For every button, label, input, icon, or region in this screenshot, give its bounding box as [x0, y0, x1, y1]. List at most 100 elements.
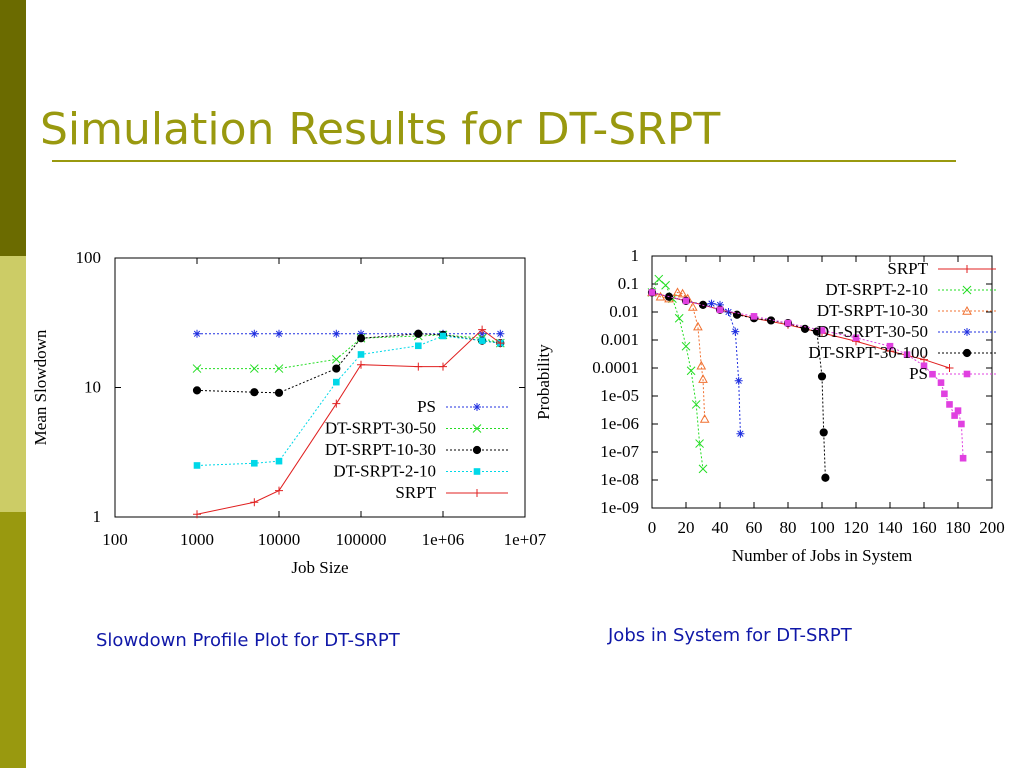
data-point: [750, 313, 758, 320]
data-point: [250, 498, 259, 507]
data-point: [693, 321, 703, 331]
series-srpt: [193, 325, 505, 519]
legend-label: DT-SRPT-30-50: [325, 419, 436, 438]
x-tick-label: 200: [979, 518, 1005, 537]
series-dt-srpt-30-100: [647, 288, 830, 482]
x-tick-label: 100: [809, 518, 835, 537]
data-point: [724, 308, 733, 316]
data-point: [920, 355, 928, 364]
x-tick-label: 1000: [180, 530, 214, 549]
y-tick-label: 1e-06: [600, 414, 639, 433]
data-point: [249, 364, 259, 373]
data-point: [698, 464, 708, 474]
data-point: [478, 329, 487, 338]
legend-marker: [473, 468, 481, 475]
data-point: [946, 401, 953, 408]
data-point: [696, 360, 707, 370]
x-tick-label: 180: [945, 518, 971, 537]
data-point: [707, 299, 716, 308]
data-point: [800, 324, 810, 333]
data-point: [945, 364, 954, 372]
y-tick-label: 1e-07: [600, 442, 639, 461]
x-axis-label: Number of Jobs in System: [732, 546, 912, 565]
legend-marker: [472, 445, 482, 455]
legend-marker: [962, 305, 972, 315]
data-point: [357, 329, 365, 338]
series-line: [197, 334, 501, 370]
data-point: [332, 329, 341, 338]
data-point: [698, 374, 708, 383]
data-point: [275, 329, 283, 338]
data-point: [677, 288, 688, 298]
data-point: [681, 341, 691, 351]
data-point: [695, 439, 704, 448]
data-point: [478, 325, 487, 334]
series-dt-srpt-30-50: [648, 288, 745, 438]
data-point: [817, 372, 827, 381]
data-point: [496, 329, 505, 338]
data-point: [818, 327, 826, 334]
series-dt-srpt-10-30: [192, 329, 505, 397]
data-point: [333, 378, 340, 386]
x-tick-label: 140: [877, 518, 903, 537]
data-point: [929, 370, 936, 378]
data-point: [731, 327, 740, 336]
data-point: [716, 300, 724, 309]
data-point: [941, 390, 948, 398]
sidebar-segment-dark: [0, 0, 26, 256]
data-point: [648, 289, 656, 296]
data-point: [274, 388, 284, 397]
x-tick-label: 160: [911, 518, 937, 537]
data-point: [674, 313, 684, 323]
data-point: [415, 342, 422, 350]
x-tick-label: 20: [678, 518, 695, 537]
sidebar-segment-light: [0, 256, 26, 512]
data-point: [959, 454, 967, 462]
data-point: [192, 386, 202, 395]
data-point: [439, 332, 447, 340]
y-tick-label: 0.001: [601, 330, 639, 349]
data-point: [331, 354, 341, 364]
data-point: [274, 364, 284, 373]
data-point: [251, 459, 258, 467]
data-point: [686, 366, 696, 376]
data-point: [357, 360, 365, 369]
series-line: [651, 291, 826, 478]
data-point: [250, 388, 259, 397]
y-tick-label: 1e-05: [600, 386, 639, 405]
data-point: [819, 428, 828, 437]
slowdown-chart: 100 1000 10000 100000 1e+06 1e+07 1 10 100 Job Si…: [31, 248, 547, 577]
data-point: [414, 362, 423, 371]
y-tick-label: 100: [76, 248, 102, 267]
title-underline: [52, 160, 956, 162]
data-point: [958, 420, 965, 428]
data-point: [951, 412, 958, 419]
data-point: [192, 364, 202, 373]
series-line: [651, 291, 741, 434]
data-point: [691, 400, 701, 409]
legend-marker: [963, 370, 971, 378]
legend-marker: [472, 424, 482, 433]
legend-marker: [963, 265, 971, 273]
x-tick-label: 1e+06: [422, 530, 465, 549]
data-point: [682, 297, 690, 305]
data-point: [852, 334, 860, 342]
legend-marker: [473, 489, 481, 497]
y-axis-label: Mean Slowdown: [31, 329, 50, 445]
legend-label: DT-SRPT-10-30: [325, 440, 436, 459]
data-point: [193, 329, 201, 338]
data-point: [886, 342, 894, 350]
slide-title: Simulation Results for DT-SRPT: [40, 104, 721, 155]
x-axis-label: Job Size: [291, 558, 348, 577]
data-point: [655, 291, 666, 301]
data-point: [357, 351, 365, 358]
data-point: [716, 306, 724, 314]
legend: SRPT DT-SRPT-2-10 DT-SRPT-10-30 DT-SRPT-30-…: [808, 259, 996, 383]
y-tick-label: 1: [93, 507, 102, 526]
data-point: [736, 429, 745, 438]
data-point: [193, 462, 201, 469]
y-tick-label: 1: [631, 246, 640, 265]
caption-left: Slowdown Profile Plot for DT-SRPT: [96, 630, 400, 651]
slide-sidebar: [0, 0, 26, 768]
jobs-in-system-chart: 0 20 40 60 80 100 120 140 160 180 200 1 0.1 0.01 0.001…: [534, 246, 1005, 565]
